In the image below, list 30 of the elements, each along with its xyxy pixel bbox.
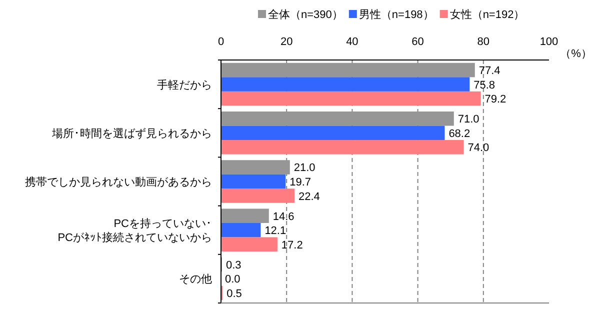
- x-tick-label: 80: [477, 36, 490, 48]
- data-label: 75.8: [474, 79, 496, 92]
- data-label: 19.7: [290, 176, 312, 188]
- legend-label: 女性（n=192）: [450, 9, 525, 21]
- y-tick-label: 携帯でしか見られない動画があるから: [25, 176, 212, 188]
- data-label: 22.4: [298, 190, 320, 203]
- x-tick-label: 0: [218, 36, 224, 48]
- x-axis-title: （%）: [560, 48, 592, 60]
- y-tick-label: PCを持っていない･ PCがﾈｯﾄ接続されていないから: [58, 218, 212, 244]
- data-label: 79.2: [484, 94, 506, 106]
- x-tick-label: 60: [412, 36, 424, 48]
- data-label: 68.2: [448, 128, 470, 140]
- legend-label: 男性（n=198）: [358, 9, 434, 21]
- x-tick-label: 20: [280, 36, 293, 48]
- x-tick-label: 100: [540, 36, 558, 48]
- y-tick-label: その他: [179, 274, 212, 286]
- data-label: 12.1: [264, 225, 286, 238]
- legend-label: 全体（n=390）: [268, 9, 343, 21]
- x-tick-label: 40: [346, 36, 358, 48]
- data-label: 74.0: [468, 142, 490, 154]
- y-tick-label: 場所･時間を選ばず見られるから: [51, 126, 212, 140]
- data-label: 0.0: [225, 274, 240, 286]
- data-label: 14.6: [272, 210, 294, 223]
- data-label: 77.4: [478, 65, 500, 78]
- data-label: 0.3: [226, 259, 242, 272]
- data-label: 0.5: [226, 288, 242, 300]
- data-label: 71.0: [458, 114, 480, 126]
- data-label: 17.2: [281, 239, 303, 252]
- y-tick-label: 手軽だから: [157, 78, 212, 92]
- data-label: 21.0: [294, 162, 316, 174]
